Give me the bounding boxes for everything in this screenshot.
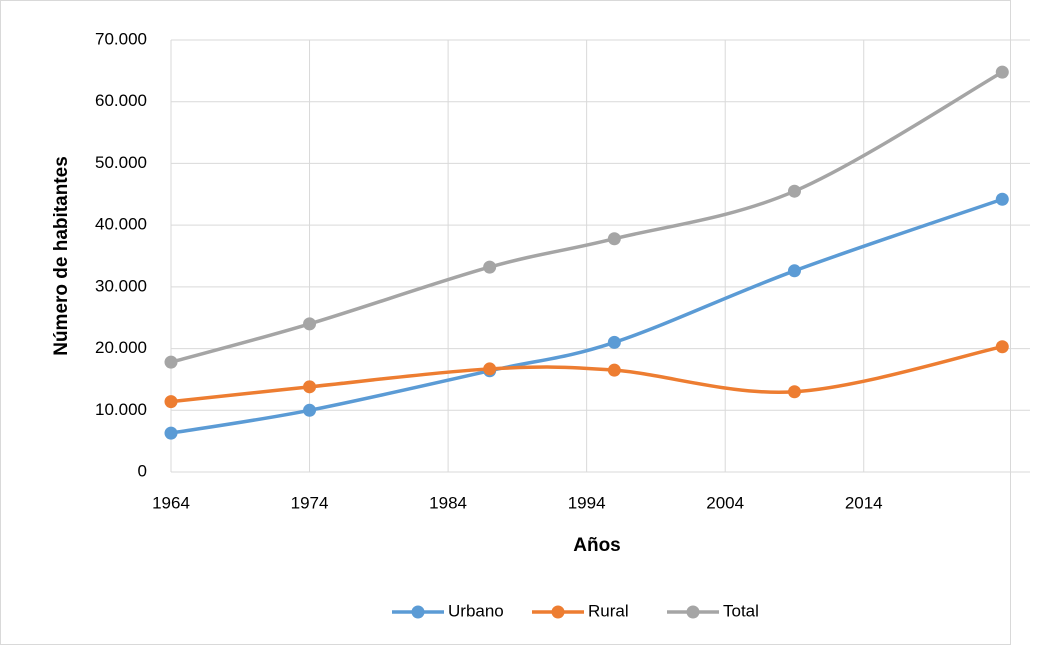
x-axis-label: Años xyxy=(573,535,621,556)
data-point xyxy=(303,317,317,331)
y-tick-label: 10.000 xyxy=(95,400,147,419)
data-point xyxy=(303,403,317,417)
chart-frame xyxy=(0,0,1011,645)
y-tick-label: 30.000 xyxy=(95,276,147,295)
data-point xyxy=(483,362,497,376)
y-axis-label: Número de habitantes xyxy=(51,156,72,356)
y-tick-label: 40.000 xyxy=(95,215,147,234)
x-tick-label: 1994 xyxy=(568,493,606,512)
data-point xyxy=(164,355,178,369)
data-point xyxy=(607,232,621,246)
data-point xyxy=(787,184,801,198)
data-point xyxy=(607,335,621,349)
y-tick-label: 50.000 xyxy=(95,153,147,172)
x-tick-label: 1984 xyxy=(429,493,467,512)
legend-label: Urbano xyxy=(448,601,504,620)
y-tick-label: 70.000 xyxy=(95,29,147,48)
y-tick-label: 0 xyxy=(138,461,147,480)
data-point xyxy=(787,264,801,278)
legend-label: Total xyxy=(723,601,759,620)
data-point xyxy=(164,426,178,440)
data-point xyxy=(303,380,317,394)
y-tick-label: 60.000 xyxy=(95,91,147,110)
legend-label: Rural xyxy=(588,601,629,620)
data-point xyxy=(164,395,178,409)
data-point xyxy=(787,385,801,399)
data-point xyxy=(995,192,1009,206)
x-tick-label: 1964 xyxy=(152,493,190,512)
y-tick-label: 20.000 xyxy=(95,338,147,357)
data-point xyxy=(995,340,1009,354)
x-tick-label: 2014 xyxy=(845,493,883,512)
x-tick-label: 2004 xyxy=(706,493,744,512)
x-tick-label: 1974 xyxy=(291,493,329,512)
legend-marker xyxy=(686,605,700,619)
legend-marker xyxy=(551,605,565,619)
data-point xyxy=(483,260,497,274)
data-point xyxy=(607,363,621,377)
legend-marker xyxy=(411,605,425,619)
data-point xyxy=(995,65,1009,79)
